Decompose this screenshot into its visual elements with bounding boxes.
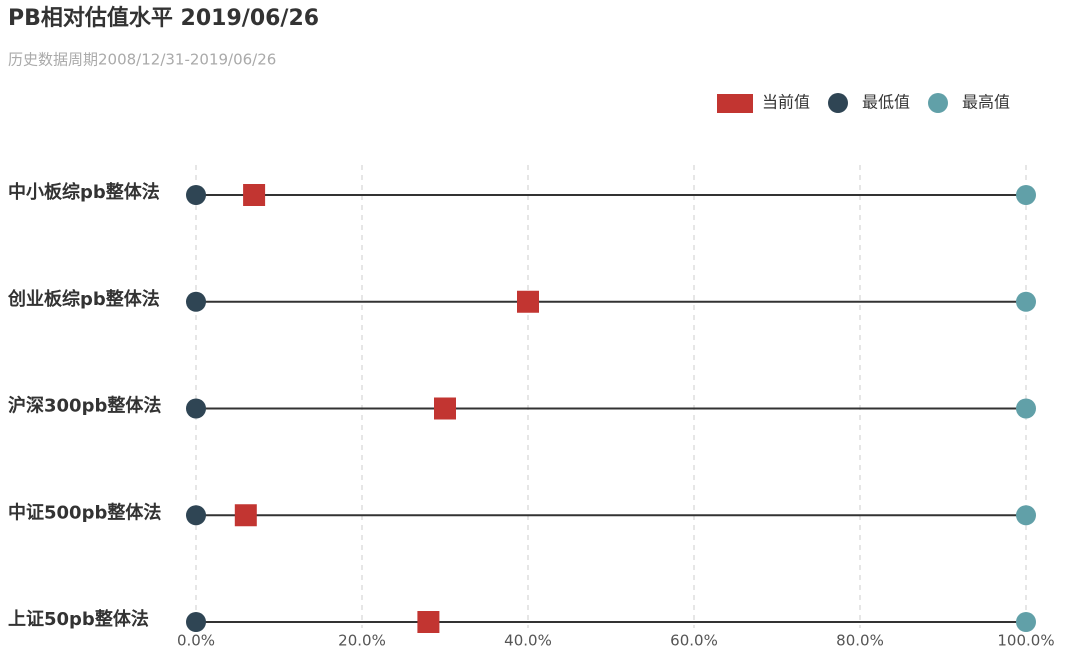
min-dot	[186, 612, 206, 632]
current-marker	[243, 184, 266, 206]
current-marker	[517, 290, 539, 313]
legend-label: 最低值	[862, 93, 910, 112]
legend-swatch	[717, 94, 753, 113]
min-dot	[186, 398, 206, 419]
x-tick-label: 60.0%	[670, 632, 718, 650]
chart-title: PB相对估值水平 2019/06/26	[8, 5, 319, 31]
legend-label: 最高值	[962, 93, 1010, 112]
max-dot	[1016, 185, 1036, 205]
x-tick-label: 40.0%	[504, 632, 552, 650]
current-marker	[234, 504, 257, 527]
min-dot	[186, 505, 206, 526]
chart-subtitle: 历史数据周期2008/12/31-2019/06/26	[8, 51, 276, 69]
y-category-label: 中小板综pb整体法	[8, 181, 160, 203]
max-dot	[1016, 291, 1036, 312]
x-tick-label: 100.0%	[997, 632, 1054, 650]
max-dot	[1016, 505, 1036, 526]
x-tick-label: 20.0%	[338, 632, 386, 650]
x-tick-label: 80.0%	[836, 632, 884, 650]
y-category-label: 创业板综pb整体法	[7, 288, 160, 310]
legend-label: 当前值	[762, 93, 810, 112]
current-marker	[417, 611, 440, 633]
max-dot	[1016, 398, 1036, 419]
x-tick-label: 0.0%	[177, 632, 215, 650]
min-dot	[186, 291, 206, 312]
min-dot	[186, 185, 206, 205]
max-dot	[1016, 612, 1036, 632]
legend-swatch	[928, 93, 948, 113]
current-marker	[434, 397, 456, 420]
y-category-label: 沪深300pb整体法	[8, 395, 161, 417]
y-category-label: 中证500pb整体法	[8, 501, 161, 523]
legend-swatch	[828, 93, 848, 113]
y-category-label: 上证50pb整体法	[8, 608, 149, 630]
